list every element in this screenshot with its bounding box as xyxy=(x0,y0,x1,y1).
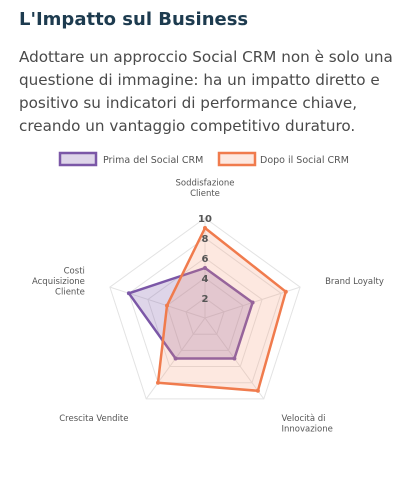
legend-swatch xyxy=(217,151,257,167)
grid-ring xyxy=(185,297,225,335)
data-point[interactable] xyxy=(250,300,255,305)
grid-ring xyxy=(128,237,282,384)
data-point[interactable] xyxy=(126,291,131,296)
radar-series xyxy=(126,226,288,393)
axis-label-line: Soddisfazione xyxy=(175,179,234,189)
axis-label: Crescita Vendite xyxy=(59,414,128,424)
data-point[interactable] xyxy=(203,226,207,230)
section-title: L'Impatto sul Business xyxy=(19,9,249,30)
axis-label: Costi Acquisizione Cliente xyxy=(32,266,85,297)
grid-ring xyxy=(147,257,263,367)
data-point[interactable] xyxy=(255,388,260,393)
axis-label: Velocità di Innovazione xyxy=(282,414,333,435)
axis-label-line: Velocità di xyxy=(282,414,326,424)
axis-label-line: Crescita Vendite xyxy=(59,414,128,424)
data-point[interactable] xyxy=(232,356,237,361)
axis-label: Soddisfazione Cliente xyxy=(175,179,234,200)
data-point[interactable] xyxy=(173,356,178,361)
tick-label: 10 xyxy=(198,214,212,225)
data-point[interactable] xyxy=(283,289,288,294)
data-point[interactable] xyxy=(156,380,160,385)
grid-ring xyxy=(166,277,244,351)
axis-label-line: Acquisizione xyxy=(32,277,85,287)
legend-label: Prima del Social CRM xyxy=(103,155,203,166)
radar-ticks: 2 4 6 8 10 xyxy=(198,214,212,305)
axis-label-line: Brand Loyalty xyxy=(325,277,384,287)
grid-ring xyxy=(109,217,301,400)
legend-swatch xyxy=(58,151,98,167)
section-description: Adottare un approccio Social CRM non è s… xyxy=(19,48,393,135)
series-area-2 xyxy=(156,226,288,393)
legend-item-1[interactable]: Prima del Social CRM xyxy=(58,151,203,167)
axis-label-line: Cliente xyxy=(55,287,85,297)
series-area-1 xyxy=(127,266,254,360)
legend-label: Dopo il Social CRM xyxy=(260,155,349,166)
tick-label: 6 xyxy=(202,254,209,265)
tick-label: 2 xyxy=(202,294,209,305)
data-point[interactable] xyxy=(165,303,169,308)
axis-label-line: Costi xyxy=(64,266,85,276)
axis-label: Brand Loyalty xyxy=(325,277,384,287)
grid-spoke xyxy=(109,286,206,319)
chart-legend[interactable]: Prima del Social CRM Dopo il Social CRM xyxy=(58,151,349,167)
axis-label-line: Cliente xyxy=(190,189,220,199)
tick-label: 4 xyxy=(202,274,209,285)
tick-label: 8 xyxy=(202,234,209,245)
legend-item-2[interactable]: Dopo il Social CRM xyxy=(217,151,349,167)
data-point[interactable] xyxy=(203,266,207,270)
axis-label-line: Innovazione xyxy=(282,425,333,435)
